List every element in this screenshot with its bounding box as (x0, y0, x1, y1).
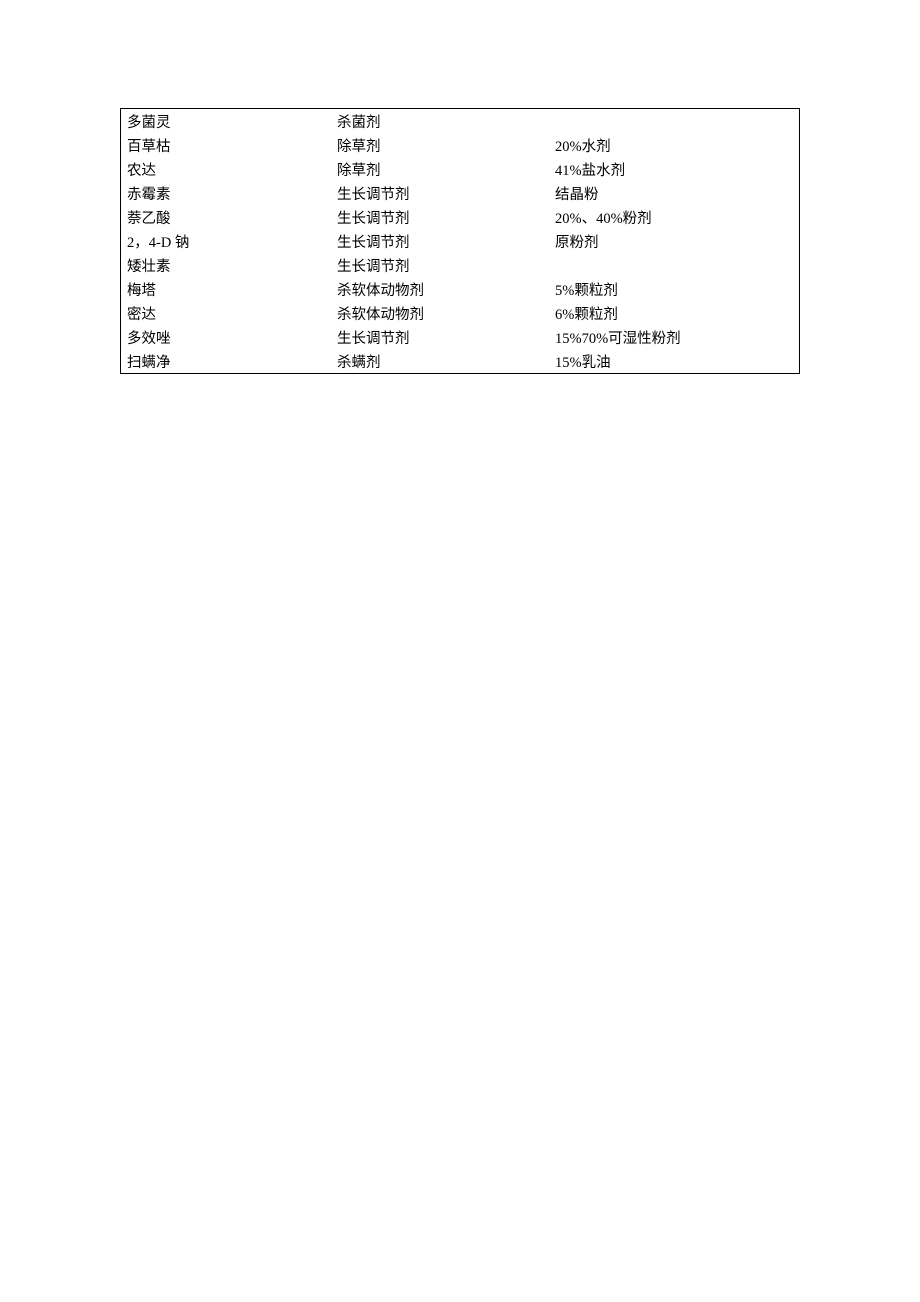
cell-name: 萘乙酸 (121, 207, 337, 228)
cell-category: 杀菌剂 (337, 111, 555, 132)
table-row: 赤霉素 生长调节剂 结晶粉 (121, 181, 799, 205)
cell-formulation: 20%水剂 (555, 135, 799, 156)
cell-formulation: 41%盐水剂 (555, 159, 799, 180)
table-row: 百草枯 除草剂 20%水剂 (121, 133, 799, 157)
cell-name: 梅塔 (121, 279, 337, 300)
cell-name: 赤霉素 (121, 183, 337, 204)
table-row: 矮壮素 生长调节剂 (121, 253, 799, 277)
cell-formulation: 20%、40%粉剂 (555, 207, 799, 228)
pesticide-table: 多菌灵 杀菌剂 百草枯 除草剂 20%水剂 农达 除草剂 41%盐水剂 赤霉素 … (120, 108, 800, 374)
table-row: 2，4-D 钠 生长调节剂 原粉剂 (121, 229, 799, 253)
cell-formulation: 15%70%可湿性粉剂 (555, 327, 799, 348)
cell-formulation: 15%乳油 (555, 351, 799, 372)
cell-name: 百草枯 (121, 135, 337, 156)
table-row: 农达 除草剂 41%盐水剂 (121, 157, 799, 181)
cell-name: 农达 (121, 159, 337, 180)
cell-formulation: 原粉剂 (555, 231, 799, 252)
cell-category: 生长调节剂 (337, 207, 555, 228)
table-row: 扫螨净 杀螨剂 15%乳油 (121, 349, 799, 373)
cell-name: 多效唑 (121, 327, 337, 348)
cell-name: 多菌灵 (121, 111, 337, 132)
cell-name: 矮壮素 (121, 255, 337, 276)
cell-category: 杀软体动物剂 (337, 279, 555, 300)
table-row: 多效唑 生长调节剂 15%70%可湿性粉剂 (121, 325, 799, 349)
cell-category: 生长调节剂 (337, 255, 555, 276)
cell-name: 扫螨净 (121, 351, 337, 372)
cell-formulation: 结晶粉 (555, 183, 799, 204)
cell-formulation: 6%颗粒剂 (555, 303, 799, 324)
cell-category: 生长调节剂 (337, 231, 555, 252)
cell-category: 杀螨剂 (337, 351, 555, 372)
cell-name: 2，4-D 钠 (121, 231, 337, 252)
table-row: 多菌灵 杀菌剂 (121, 109, 799, 133)
cell-category: 生长调节剂 (337, 183, 555, 204)
cell-category: 生长调节剂 (337, 327, 555, 348)
cell-category: 杀软体动物剂 (337, 303, 555, 324)
cell-category: 除草剂 (337, 159, 555, 180)
cell-formulation: 5%颗粒剂 (555, 279, 799, 300)
table-row: 梅塔 杀软体动物剂 5%颗粒剂 (121, 277, 799, 301)
cell-name: 密达 (121, 303, 337, 324)
table-row: 密达 杀软体动物剂 6%颗粒剂 (121, 301, 799, 325)
cell-category: 除草剂 (337, 135, 555, 156)
table-row: 萘乙酸 生长调节剂 20%、40%粉剂 (121, 205, 799, 229)
